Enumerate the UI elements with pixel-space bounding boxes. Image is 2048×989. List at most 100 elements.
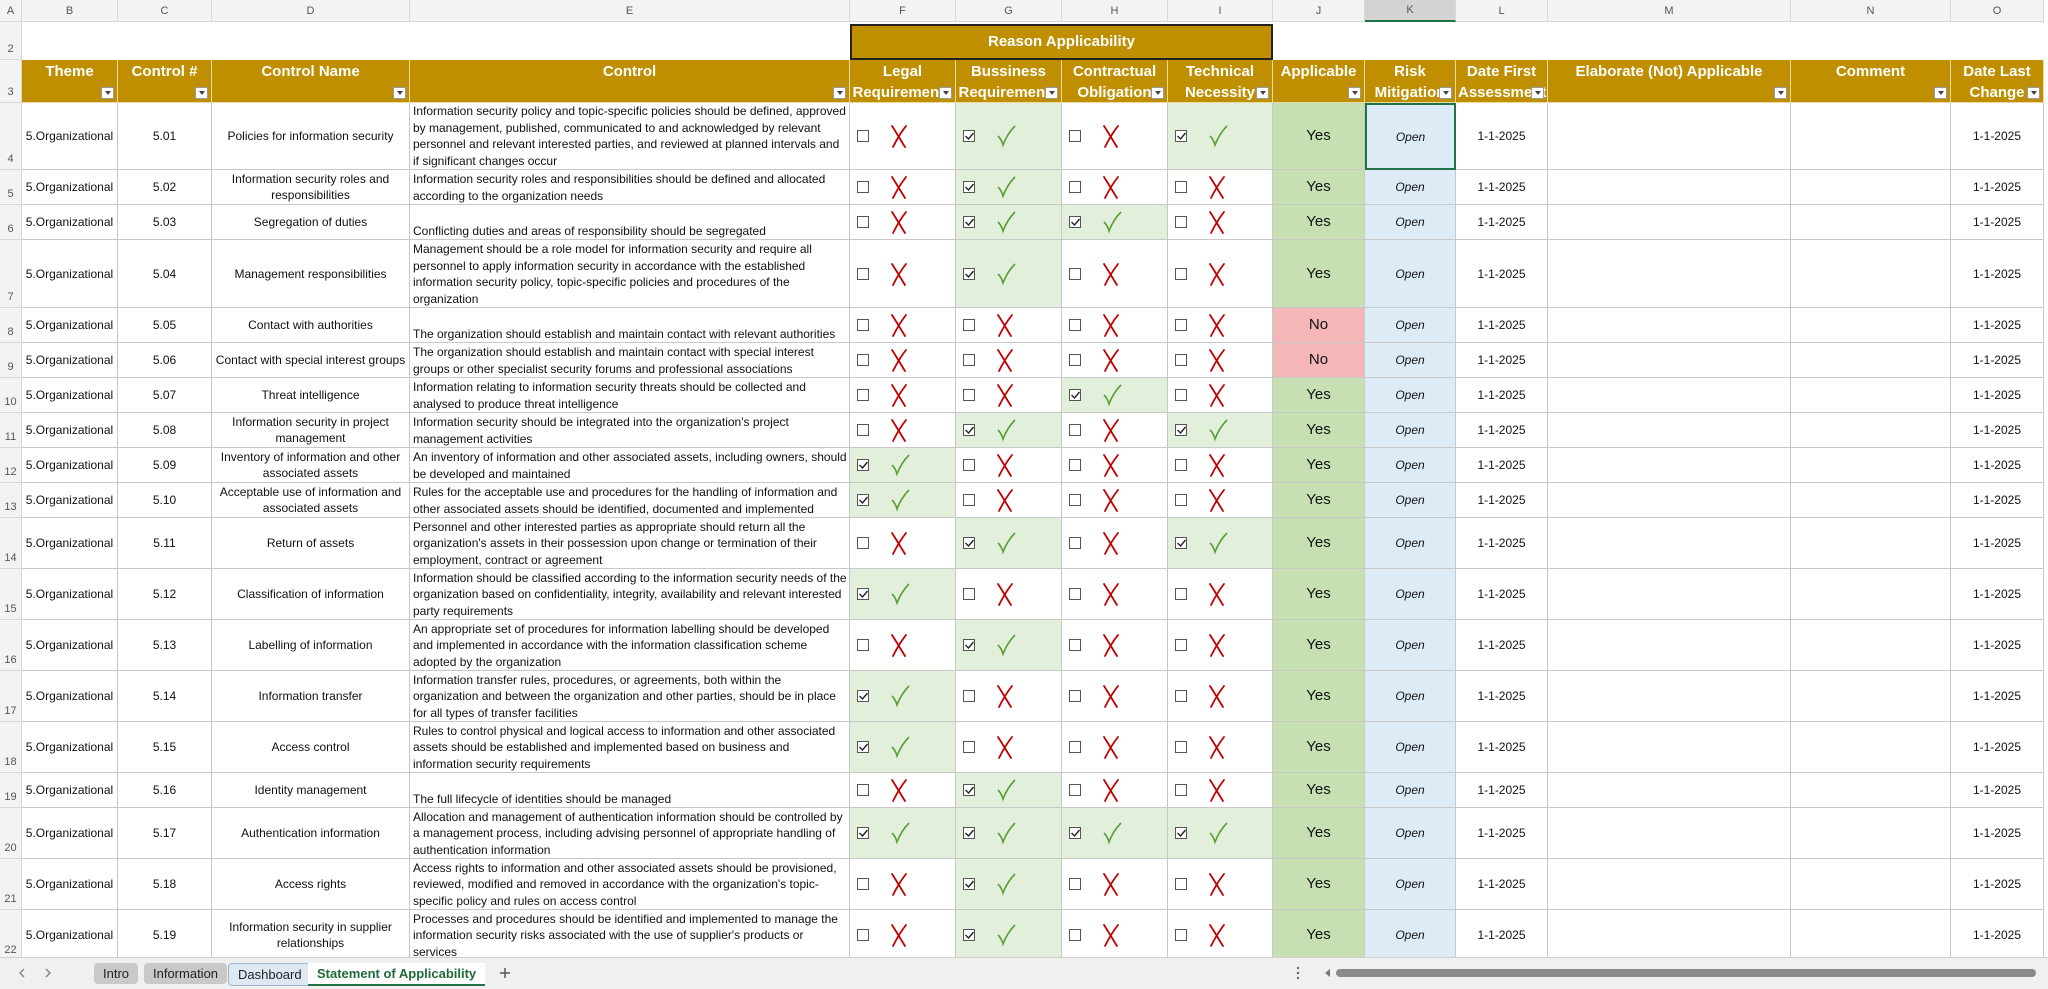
filter-button[interactable] (195, 87, 208, 99)
reason-cell[interactable] (956, 483, 1062, 518)
reason-cell[interactable] (1168, 308, 1273, 343)
sheet-tab[interactable]: Information (144, 963, 228, 984)
reason-cell[interactable] (956, 910, 1062, 961)
reason-cell[interactable] (850, 205, 956, 240)
row-number[interactable]: 16 (0, 620, 22, 671)
reason-cell[interactable] (850, 240, 956, 308)
reason-cell[interactable] (850, 343, 956, 378)
reason-cell[interactable] (1062, 413, 1168, 448)
row-number[interactable]: 20 (0, 808, 22, 859)
column-letter[interactable]: J (1273, 0, 1365, 22)
row-number[interactable]: 21 (0, 859, 22, 910)
reason-cell[interactable] (1062, 103, 1168, 170)
filter-button[interactable] (2027, 87, 2040, 99)
reason-cell[interactable] (1062, 240, 1168, 308)
reason-cell[interactable] (1168, 808, 1273, 859)
reason-cell[interactable] (1168, 343, 1273, 378)
reason-cell[interactable] (956, 170, 1062, 205)
reason-cell[interactable] (956, 240, 1062, 308)
reason-cell[interactable] (850, 569, 956, 620)
filter-button[interactable] (393, 87, 406, 99)
reason-cell[interactable] (1168, 518, 1273, 569)
tab-nav-arrows[interactable] (14, 958, 74, 989)
reason-cell[interactable] (850, 518, 956, 569)
column-letter[interactable]: C (118, 0, 212, 22)
reason-cell[interactable] (1062, 308, 1168, 343)
column-letter[interactable]: F (850, 0, 956, 22)
reason-cell[interactable] (956, 448, 1062, 483)
reason-cell[interactable] (1062, 773, 1168, 808)
reason-cell[interactable] (850, 722, 956, 773)
row-number[interactable]: 4 (0, 103, 22, 170)
column-letter[interactable]: D (212, 0, 410, 22)
filter-button[interactable] (1256, 87, 1269, 99)
row-number[interactable]: 5 (0, 170, 22, 205)
reason-cell[interactable] (1062, 722, 1168, 773)
reason-cell[interactable] (1168, 773, 1273, 808)
reason-cell[interactable] (1168, 910, 1273, 961)
reason-cell[interactable] (1168, 103, 1273, 170)
reason-cell[interactable] (956, 308, 1062, 343)
reason-cell[interactable] (1168, 569, 1273, 620)
column-letter[interactable]: G (956, 0, 1062, 22)
reason-cell[interactable] (1168, 671, 1273, 722)
column-letter[interactable]: E (410, 0, 850, 22)
filter-button[interactable] (833, 87, 846, 99)
reason-cell[interactable] (850, 671, 956, 722)
reason-cell[interactable] (850, 308, 956, 343)
reason-cell[interactable] (1168, 205, 1273, 240)
reason-cell[interactable] (1168, 448, 1273, 483)
reason-cell[interactable] (956, 205, 1062, 240)
reason-cell[interactable] (956, 808, 1062, 859)
reason-cell[interactable] (956, 413, 1062, 448)
reason-cell[interactable] (850, 103, 956, 170)
row-number[interactable]: 13 (0, 483, 22, 518)
sheet-tab[interactable]: Statement of Applicability (308, 963, 486, 986)
reason-cell[interactable] (1062, 483, 1168, 518)
filter-button[interactable] (1348, 87, 1361, 99)
reason-cell[interactable] (850, 170, 956, 205)
column-letter[interactable]: N (1791, 0, 1951, 22)
row-number[interactable]: 3 (0, 60, 22, 103)
reason-cell[interactable] (1168, 620, 1273, 671)
row-number[interactable]: 9 (0, 343, 22, 378)
filter-button[interactable] (1045, 87, 1058, 99)
reason-cell[interactable] (956, 773, 1062, 808)
filter-button[interactable] (1439, 87, 1452, 99)
row-number[interactable]: 12 (0, 448, 22, 483)
sheet-tab[interactable]: Intro (94, 963, 139, 984)
reason-cell[interactable] (1062, 518, 1168, 569)
reason-cell[interactable] (956, 859, 1062, 910)
reason-cell[interactable] (1168, 859, 1273, 910)
reason-cell[interactable] (850, 773, 956, 808)
reason-cell[interactable] (1168, 413, 1273, 448)
row-number[interactable]: 15 (0, 569, 22, 620)
filter-button[interactable] (1531, 87, 1544, 99)
reason-cell[interactable] (850, 378, 956, 413)
reason-cell[interactable] (1168, 170, 1273, 205)
reason-cell[interactable] (850, 910, 956, 961)
row-number[interactable]: 14 (0, 518, 22, 569)
filter-button[interactable] (1934, 87, 1947, 99)
reason-cell[interactable] (956, 518, 1062, 569)
reason-cell[interactable] (956, 569, 1062, 620)
reason-cell[interactable] (1062, 620, 1168, 671)
reason-cell[interactable] (850, 808, 956, 859)
column-letter[interactable]: L (1456, 0, 1548, 22)
filter-button[interactable] (1151, 87, 1164, 99)
reason-cell[interactable] (1062, 671, 1168, 722)
reason-cell[interactable] (1168, 240, 1273, 308)
row-number[interactable]: 11 (0, 413, 22, 448)
reason-cell[interactable] (850, 859, 956, 910)
column-letter[interactable]: A (0, 0, 22, 22)
reason-cell[interactable] (956, 343, 1062, 378)
reason-cell[interactable] (1168, 378, 1273, 413)
reason-cell[interactable] (850, 448, 956, 483)
reason-cell[interactable] (1062, 378, 1168, 413)
row-number[interactable]: 17 (0, 671, 22, 722)
reason-cell[interactable] (1062, 569, 1168, 620)
reason-cell[interactable] (1062, 170, 1168, 205)
reason-cell[interactable] (1062, 343, 1168, 378)
row-number[interactable]: 18 (0, 722, 22, 773)
reason-cell[interactable] (1062, 808, 1168, 859)
